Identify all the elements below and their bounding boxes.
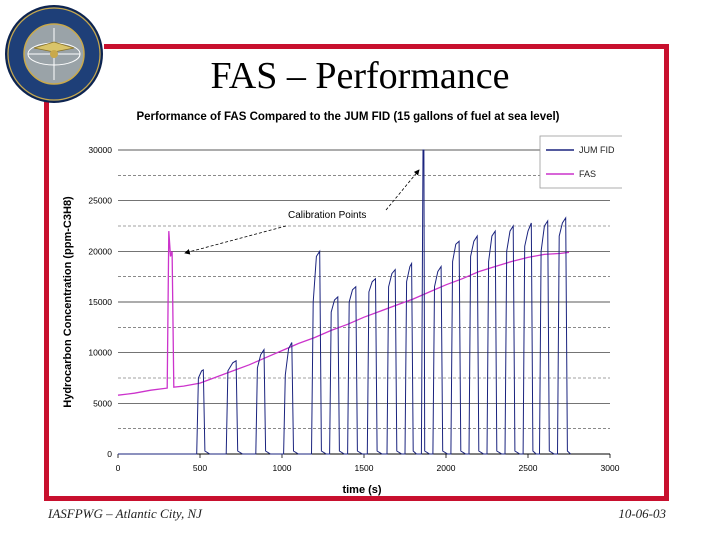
annotation-box: [284, 206, 386, 222]
chart-background: [52, 104, 622, 496]
slide-title: FAS – Performance: [210, 55, 510, 97]
y-tick-label: 20000: [88, 246, 112, 256]
footer-date: 10-06-03: [618, 506, 666, 521]
legend-label-fas: FAS: [579, 169, 596, 179]
y-tick-label: 5000: [93, 398, 112, 408]
y-tick-label: 0: [107, 449, 112, 459]
series-line-jum-fid: [118, 149, 571, 455]
frame-bottom-bar: [44, 496, 669, 501]
x-tick-label: 3000: [601, 463, 620, 473]
frame-left-bar: [44, 102, 49, 500]
y-tick-label: 30000: [88, 145, 112, 155]
x-tick-label: 500: [193, 463, 207, 473]
y-tick-label: 15000: [88, 297, 112, 307]
chart-grid: [118, 149, 610, 429]
frame-right-bar: [664, 44, 669, 500]
x-tick-label: 1000: [273, 463, 292, 473]
x-tick-label: 1500: [355, 463, 374, 473]
y-tick-label: 10000: [88, 348, 112, 358]
x-axis-ticks: 0 500 1000 1500 2000 2500 3000: [116, 454, 620, 473]
chart-title: Performance of FAS Compared to the JUM F…: [136, 111, 559, 123]
legend-box: [539, 135, 622, 189]
x-tick-label: 0: [116, 463, 121, 473]
annotation-arrow-left: [184, 225, 287, 255]
x-tick-label: 2500: [519, 463, 538, 473]
faa-seal-logo: [5, 5, 103, 103]
calibration-annotation: Calibration Points: [184, 169, 420, 255]
annotation-arrow-right: [385, 169, 420, 211]
series-line-fas: [117, 231, 570, 396]
chart-legend: JUM FID FAS: [539, 135, 622, 189]
y-axis-label: Hydrocarbon Concentration (ppm-C3H8): [62, 196, 74, 408]
performance-chart: Performance of FAS Compared to the JUM F…: [52, 104, 622, 496]
frame-top-bar: [104, 44, 668, 49]
x-tick-label: 2000: [437, 463, 456, 473]
footer-location: IASFPWG – Atlantic City, NJ: [48, 506, 202, 521]
y-axis-ticks: 0 5000 10000 15000 20000 25000 30000: [88, 145, 112, 459]
annotation-label: Calibration Points: [288, 210, 366, 221]
legend-label-jum-fid: JUM FID: [579, 145, 615, 155]
y-tick-label: 25000: [88, 196, 112, 206]
x-axis-label: time (s): [342, 484, 381, 496]
